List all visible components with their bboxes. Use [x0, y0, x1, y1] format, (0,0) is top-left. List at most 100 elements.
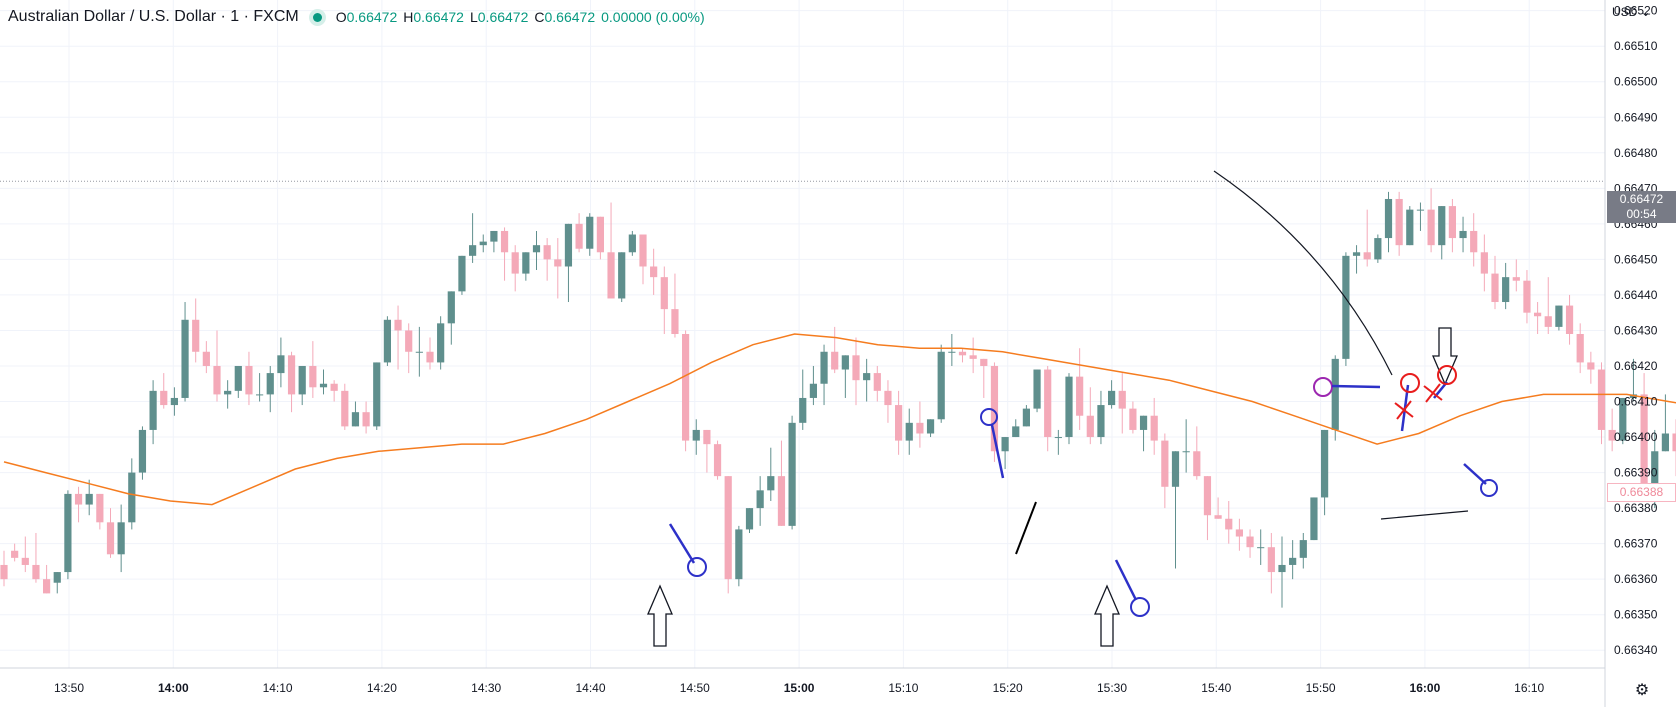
candle-body: [138, 429, 147, 473]
time-tick-label: 15:40: [1201, 681, 1231, 695]
candle-body: [53, 572, 61, 583]
time-tick-label: 15:10: [888, 681, 918, 695]
trend-line[interactable]: [990, 424, 1005, 479]
candle-body: [1214, 515, 1222, 519]
circle-marker[interactable]: [1400, 373, 1420, 393]
candle-body: [1608, 429, 1616, 441]
last-price-value: 0.66472: [1619, 192, 1664, 206]
candle-body: [170, 397, 178, 406]
high-value: 0.66472: [413, 9, 464, 25]
candle-body: [479, 241, 487, 246]
horizontal-line[interactable]: [1331, 384, 1381, 389]
candle-body: [1001, 437, 1009, 452]
circle-marker[interactable]: [1313, 377, 1333, 397]
candle-body: [543, 245, 551, 260]
time-tick-label: 15:00: [784, 681, 815, 695]
arrow-up-icon[interactable]: [1094, 584, 1120, 647]
circle-marker[interactable]: [687, 557, 707, 577]
candle-body: [1267, 547, 1275, 573]
candle-body: [1054, 437, 1062, 439]
close-label: C: [534, 9, 545, 25]
trend-line[interactable]: [1463, 463, 1487, 485]
candle-body: [21, 557, 29, 565]
candle-body: [511, 252, 519, 274]
low-label: L: [469, 9, 478, 25]
candle-body: [1235, 529, 1243, 537]
candle-body: [1640, 394, 1648, 494]
candle-body: [1534, 312, 1542, 317]
price-tick-label: 0.66500: [1614, 75, 1658, 89]
candle-body: [586, 216, 594, 249]
time-tick-label: 16:10: [1514, 681, 1544, 695]
time-tick-label: 15:20: [993, 681, 1023, 695]
candle-body: [596, 216, 604, 253]
candle-body: [926, 419, 935, 434]
candle-body: [1118, 390, 1126, 409]
symbol-title[interactable]: Australian Dollar / U.S. Dollar · 1 · FX…: [8, 8, 299, 25]
candle-body: [85, 493, 93, 505]
candle-body: [1044, 369, 1052, 438]
candle-body: [1352, 252, 1361, 256]
candle-body: [341, 390, 349, 427]
price-tick-label: 0.66490: [1614, 110, 1658, 124]
candle-body: [1342, 255, 1350, 359]
candle-body: [1587, 362, 1595, 370]
candle-body: [1097, 405, 1105, 438]
market-status-dot[interactable]: [312, 12, 322, 22]
candle-body: [905, 422, 913, 441]
candle-body: [1225, 518, 1233, 530]
circle-marker[interactable]: [1480, 479, 1498, 497]
symbol-header: Australian Dollar / U.S. Dollar · 1 · FX…: [0, 0, 711, 34]
candle-body: [1406, 209, 1414, 246]
candle-body: [128, 472, 136, 523]
candle-body: [1012, 426, 1020, 438]
candle-body: [948, 351, 956, 353]
candle-body: [0, 564, 8, 580]
circle-marker[interactable]: [980, 408, 998, 426]
cross-marker[interactable]: [1396, 400, 1412, 420]
trend-line[interactable]: [1114, 559, 1138, 601]
candle-body: [1182, 451, 1190, 453]
candle-body: [1374, 238, 1382, 260]
gear-icon[interactable]: ⚙: [1634, 682, 1650, 699]
ma-price-tag: 0.66388: [1607, 483, 1676, 502]
candle-body: [1523, 280, 1531, 313]
candle-body: [1289, 557, 1297, 565]
support-line[interactable]: [1380, 510, 1469, 520]
trend-line[interactable]: [668, 523, 696, 564]
candle-body: [394, 319, 402, 331]
price-tick-label: 0.66370: [1614, 537, 1658, 551]
candle-body: [1459, 230, 1467, 239]
candle-body: [1278, 564, 1286, 573]
currency-selector[interactable]: USD ⌄: [1612, 5, 1651, 19]
open-value: 0.66472: [346, 9, 398, 25]
time-tick-label: 14:50: [680, 681, 710, 695]
candle-body: [1086, 415, 1094, 438]
candle-body: [1651, 451, 1659, 494]
candle-body: [1672, 433, 1676, 452]
currency-label: USD: [1612, 5, 1638, 19]
time-tick-label: 14:20: [367, 681, 397, 695]
circle-marker[interactable]: [1130, 597, 1150, 617]
moving-average-line: [3, 333, 1676, 506]
trend-line[interactable]: [1015, 501, 1037, 555]
candle-body: [777, 476, 786, 526]
time-tick-label: 15:30: [1097, 681, 1127, 695]
arrow-up-icon[interactable]: [647, 584, 673, 647]
price-tick-label: 0.66400: [1614, 430, 1658, 444]
circle-marker[interactable]: [1437, 365, 1457, 385]
arrow-down-icon[interactable]: [1432, 327, 1458, 386]
candle-body: [713, 444, 722, 477]
candle-body: [735, 529, 743, 580]
trend-curve[interactable]: [1213, 170, 1393, 376]
candle-body: [1502, 277, 1510, 303]
candle-body: [863, 373, 871, 381]
candle-body: [1384, 198, 1393, 239]
candle-body: [490, 230, 498, 242]
candle-body: [373, 362, 381, 427]
candle-body: [351, 412, 360, 427]
price-tick-label: 0.66510: [1614, 39, 1658, 53]
cross-marker[interactable]: [1425, 383, 1441, 403]
candle-body: [788, 422, 796, 526]
